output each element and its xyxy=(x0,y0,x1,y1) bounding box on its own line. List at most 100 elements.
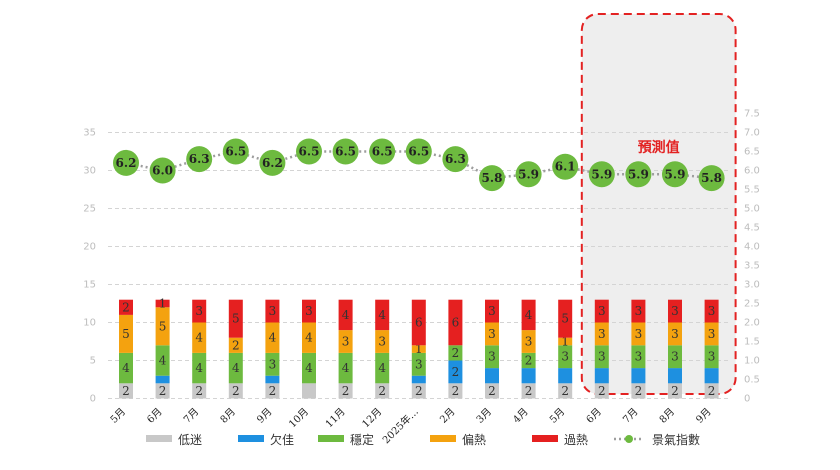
bar-segment-label: 3 xyxy=(598,327,606,341)
category-label: 6月 xyxy=(145,406,165,426)
category-label: 10月 xyxy=(287,406,312,431)
bar-segment xyxy=(521,368,536,384)
category-label: 9月 xyxy=(254,406,274,426)
right-tick-label: 0 xyxy=(744,394,750,405)
bar-segment xyxy=(192,383,207,399)
bar-segment xyxy=(631,299,646,323)
category-label: 2025年… xyxy=(380,405,421,446)
category-label: 12月 xyxy=(360,406,385,431)
index-point xyxy=(625,161,652,188)
bar-segment xyxy=(119,314,133,353)
category-label: 5月 xyxy=(547,406,567,426)
category-label: 4月 xyxy=(511,406,531,426)
bar-segment-label: 2 xyxy=(232,384,240,398)
bar-segment-label: 2 xyxy=(195,384,203,398)
bar-segment xyxy=(631,368,646,384)
bar-segment xyxy=(668,345,682,369)
bar-segment-label: 2 xyxy=(598,384,606,398)
index-point xyxy=(405,138,432,165)
bar-segment-label: 5 xyxy=(561,312,569,326)
bar-segment xyxy=(631,345,646,369)
index-point xyxy=(149,157,176,184)
bar-segment-label: 4 xyxy=(305,331,313,345)
index-point-label: 6.2 xyxy=(262,156,283,170)
bar-segment-label: 4 xyxy=(378,361,386,375)
index-point xyxy=(259,149,286,176)
bar-segment xyxy=(302,299,316,323)
bar-segment-label: 3 xyxy=(708,304,716,318)
bar-segment-label: 2 xyxy=(635,384,643,398)
bar-segment-label: 3 xyxy=(635,304,643,318)
bar-segment xyxy=(375,383,390,399)
bar-segment xyxy=(119,352,133,384)
bar-segment-label: 4 xyxy=(342,361,350,375)
category-label: 6月 xyxy=(584,406,604,426)
bar-segment-label: 3 xyxy=(671,350,679,364)
left-tick-label: 10 xyxy=(83,318,96,329)
bar-segment xyxy=(119,299,133,315)
category-label: 7月 xyxy=(620,406,640,426)
bar-segment xyxy=(594,322,609,346)
bar-segment-label: 2 xyxy=(269,384,277,398)
bars: 2452245124432425234344324342434231622262… xyxy=(119,297,719,399)
bar-segment xyxy=(192,299,207,323)
legend-label: 低迷 xyxy=(178,433,202,447)
bar-segment xyxy=(411,299,426,346)
bar-segment-label: 2 xyxy=(452,365,460,379)
right-tick-label: 5.5 xyxy=(744,185,760,196)
bar-segment xyxy=(155,307,170,346)
legend-swatch xyxy=(238,435,264,442)
bar-segment xyxy=(521,383,536,399)
bar-segment-label: 3 xyxy=(635,350,643,364)
left-tick-label: 30 xyxy=(83,166,96,177)
bar-segment xyxy=(338,352,353,384)
bar-segment-label: 2 xyxy=(452,346,460,360)
bar-segment xyxy=(338,330,353,353)
bar-segment-label: 1 xyxy=(415,342,423,356)
bar-segment xyxy=(704,299,719,323)
index-point-label: 6.5 xyxy=(408,145,429,159)
bar-segment xyxy=(668,368,682,384)
bar-segment xyxy=(375,299,390,331)
bar-segment-label: 3 xyxy=(598,350,606,364)
index-point-label: 6.0 xyxy=(152,164,173,178)
bar-segment-label: 3 xyxy=(305,304,313,318)
bar-segment xyxy=(631,383,646,399)
bar-segment-label: 2 xyxy=(488,384,496,398)
bar-segment-label: 1 xyxy=(159,297,167,311)
bar-segment-label: 4 xyxy=(195,361,203,375)
bar-segment xyxy=(228,337,243,353)
bar-segment xyxy=(594,345,609,369)
bar-segment-label: 2 xyxy=(415,384,423,398)
left-tick-label: 20 xyxy=(83,242,96,253)
bar-segment-label: 5 xyxy=(122,327,130,341)
legend: 低迷 欠佳 穩定 偏熱 過熱 景氣指數 xyxy=(146,432,700,447)
bar-segment xyxy=(594,368,609,384)
category-label: 11月 xyxy=(323,406,348,431)
bar-segment xyxy=(704,345,719,369)
bar-segment-label: 6 xyxy=(415,316,423,330)
bar-segment-label: 3 xyxy=(269,304,277,318)
bar-segment xyxy=(521,299,536,331)
left-tick-label: 25 xyxy=(83,204,96,215)
forecast-region xyxy=(580,13,737,395)
bar-segment-label: 2 xyxy=(561,384,569,398)
index-point xyxy=(662,161,688,188)
bar-segment xyxy=(375,330,390,353)
index-point xyxy=(515,161,542,188)
bar-segment-label: 3 xyxy=(269,357,277,371)
bar-segment xyxy=(302,352,316,384)
bar-segment-label: 3 xyxy=(635,327,643,341)
right-tick-label: 4.5 xyxy=(744,223,760,234)
bar-segment xyxy=(265,383,280,399)
index-point-label: 5.9 xyxy=(665,167,686,181)
index-point-label: 5.9 xyxy=(591,167,612,181)
bar-segment xyxy=(448,383,463,399)
bar-segment xyxy=(155,383,170,399)
bar-segment-label: 6 xyxy=(452,316,460,330)
right-tick-label: 0.5 xyxy=(744,375,760,386)
bar-segment xyxy=(338,299,353,331)
bar-segment xyxy=(485,383,499,399)
bar-segment xyxy=(521,330,536,353)
bar-segment-label: 4 xyxy=(342,308,350,322)
